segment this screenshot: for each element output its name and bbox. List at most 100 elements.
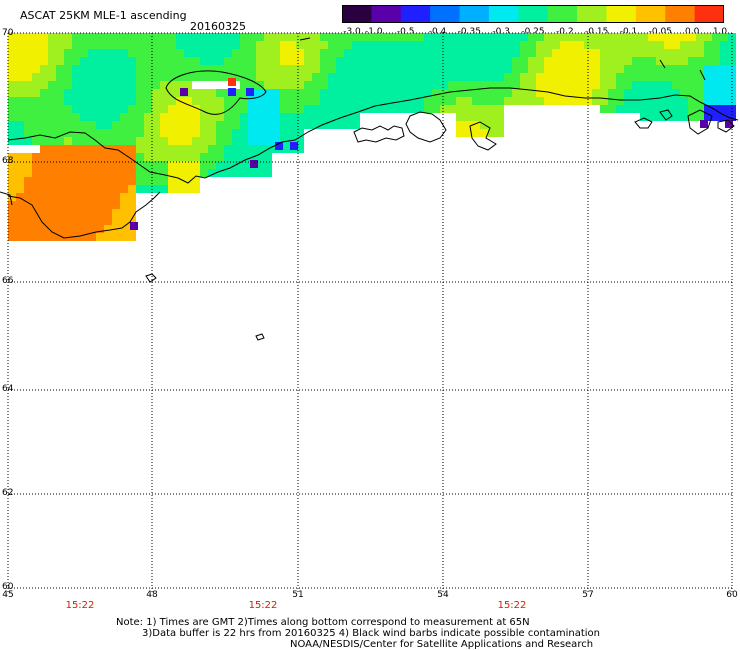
swath-cell [24,121,32,129]
swath-cell [128,201,136,209]
swath-cell [80,33,88,41]
swath-cell [552,65,560,73]
swath-cell [536,65,544,73]
swath-cell [264,105,272,113]
swath-cell [696,89,704,97]
swath-cell [304,41,312,49]
swath-cell [568,89,576,97]
swath-cell [296,121,304,129]
swath-cell [592,49,600,57]
swath-cell [200,105,208,113]
swath-cell [664,105,672,113]
swath-cell [576,89,584,97]
swath-cell [176,57,184,65]
small-island-a [145,273,157,283]
swath-cell [656,97,664,105]
swath-cell [32,41,40,49]
swath-cell [488,73,496,81]
swath-cell [272,137,280,145]
swath-cell [584,97,592,105]
swath-cell [600,81,608,89]
swath-cell [264,113,272,121]
swath-cell [184,169,192,177]
swath-cell [56,33,64,41]
swath-cell [272,41,280,49]
swath-cell [424,97,432,105]
swath-cell [128,145,136,153]
swath-cell [144,73,152,81]
swath-cell [664,73,672,81]
swath-cell [656,73,664,81]
swath-cell [56,121,64,129]
swath-cell [120,49,128,57]
swath-cell [256,161,264,169]
swath-cell [432,73,440,81]
swath-cell [152,57,160,65]
swath-cell [64,185,72,193]
swath-cell [240,57,248,65]
swath-cell [96,81,104,89]
swath-cell [416,81,424,89]
swath-cell [720,57,728,65]
swath-cell [272,121,280,129]
swath-cell [312,97,320,105]
colorbar-tick-label: -1.0 [365,27,383,37]
swath-cell [672,97,680,105]
swath-cell [624,89,632,97]
swath-cell [288,121,296,129]
swath-cell [104,217,112,225]
swath-cell [128,73,136,81]
swath-cell [96,225,104,233]
swath-cell [232,97,240,105]
swath-cell [328,89,336,97]
swath-cell [64,225,72,233]
swath-cell [256,121,264,129]
swath-cell [96,121,104,129]
swath-cell [48,81,56,89]
swath-cell [560,97,568,105]
swath-cell [24,105,32,113]
swath-cell [656,41,664,49]
swath-cell [520,49,528,57]
swath-cell [352,65,360,73]
swath-cell [96,113,104,121]
swath-cell [416,73,424,81]
swath-cell [72,113,80,121]
swath-cell [24,33,32,41]
swath-cell [200,129,208,137]
colorbar-tick-label: 1.0 [712,27,728,37]
swath-cell [656,57,664,65]
swath-cell [248,41,256,49]
swath-cell [224,121,232,129]
swath-cell [672,57,680,65]
swath-cell [56,97,64,105]
swath-cell [192,97,200,105]
swath-cell [72,73,80,81]
swath-cell [64,113,72,121]
swath-cell [472,49,480,57]
swath-cell [104,177,112,185]
swath-cell [592,81,600,89]
swath-cell [440,57,448,65]
swath-cell [304,57,312,65]
lon-label-45: 45 [2,590,14,600]
swath-cell [144,129,152,137]
swath-cell [72,129,80,137]
swath-cell [32,233,40,241]
swath-cell [296,81,304,89]
swath-cell [344,73,352,81]
swath-cell [640,41,648,49]
swath-cell [24,177,32,185]
swath-cell [216,169,224,177]
swath-cell [208,113,216,121]
swath-cell [88,41,96,49]
swath-cell [272,105,280,113]
swath-cell [72,121,80,129]
colorbar-swatch [518,5,549,23]
swath-cell [368,97,376,105]
swath-cell [80,137,88,145]
swath-cell [104,145,112,153]
swath-cell [376,81,384,89]
swath-cell [16,57,24,65]
swath-cell [264,89,272,97]
